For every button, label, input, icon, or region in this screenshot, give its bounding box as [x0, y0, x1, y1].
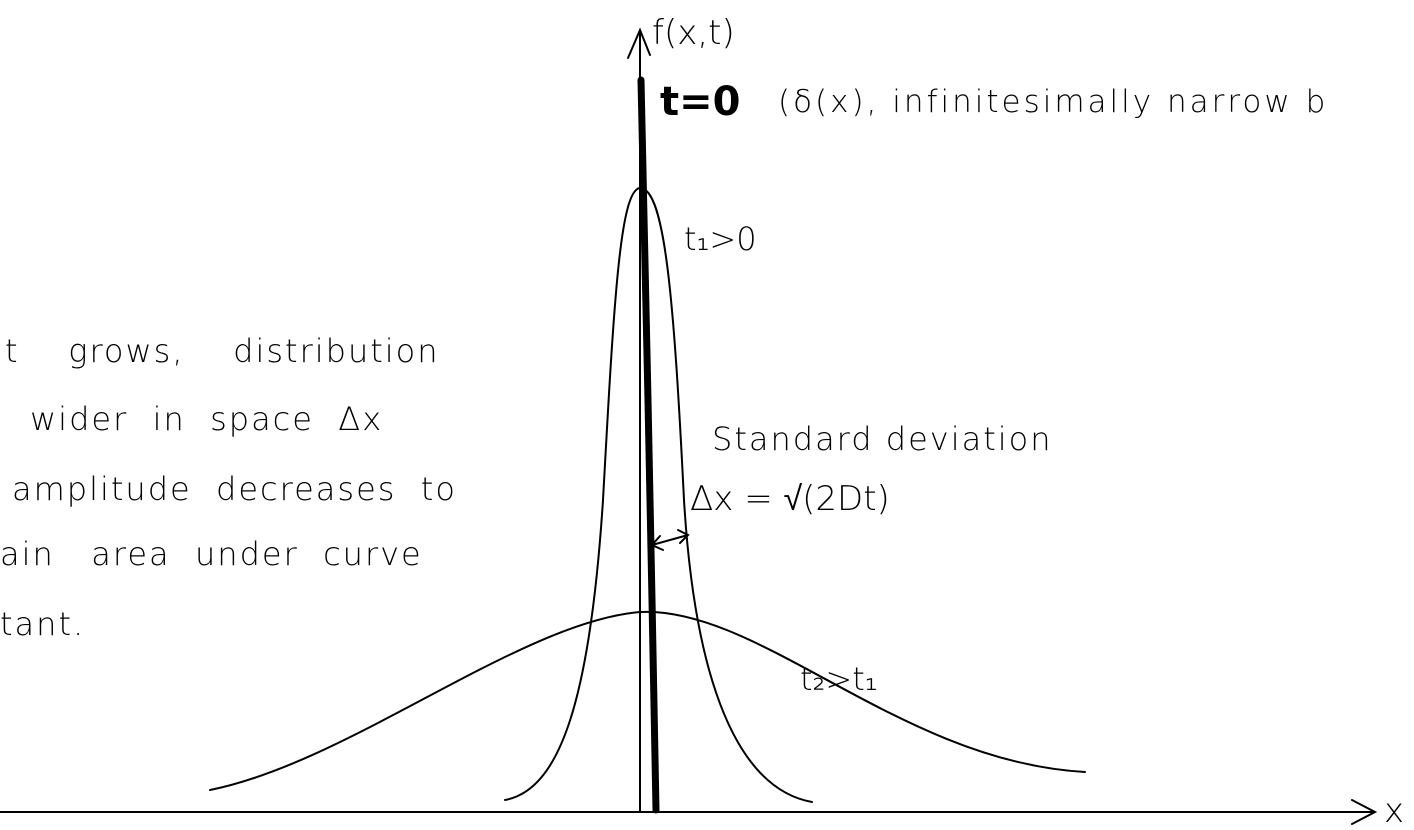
curve-note: (δ(x), infinitesimally narrow b: [778, 84, 1328, 120]
explanation-line: t grows, distribution: [5, 332, 440, 370]
explanation-line: tant.: [0, 605, 85, 643]
explanation-line: amplitude decreases to: [12, 470, 457, 508]
x-axis-label: x: [1384, 791, 1404, 830]
curve-label: t=0: [660, 79, 740, 125]
curve-label: t₂>t₁: [800, 660, 878, 698]
curve-label: t₁>0: [684, 220, 757, 258]
y-axis-label: f(x,t): [652, 13, 735, 53]
explanation-line: wider in space Δx: [30, 400, 383, 438]
explanation-line: ain area under curve: [0, 535, 423, 573]
annotation-formula: Δx = √(2Dt): [690, 479, 890, 519]
diagram: x f(x,t) t=0 (δ(x), infinitesimally narr…: [0, 0, 1414, 830]
annotation-title: Standard deviation: [712, 420, 1052, 458]
